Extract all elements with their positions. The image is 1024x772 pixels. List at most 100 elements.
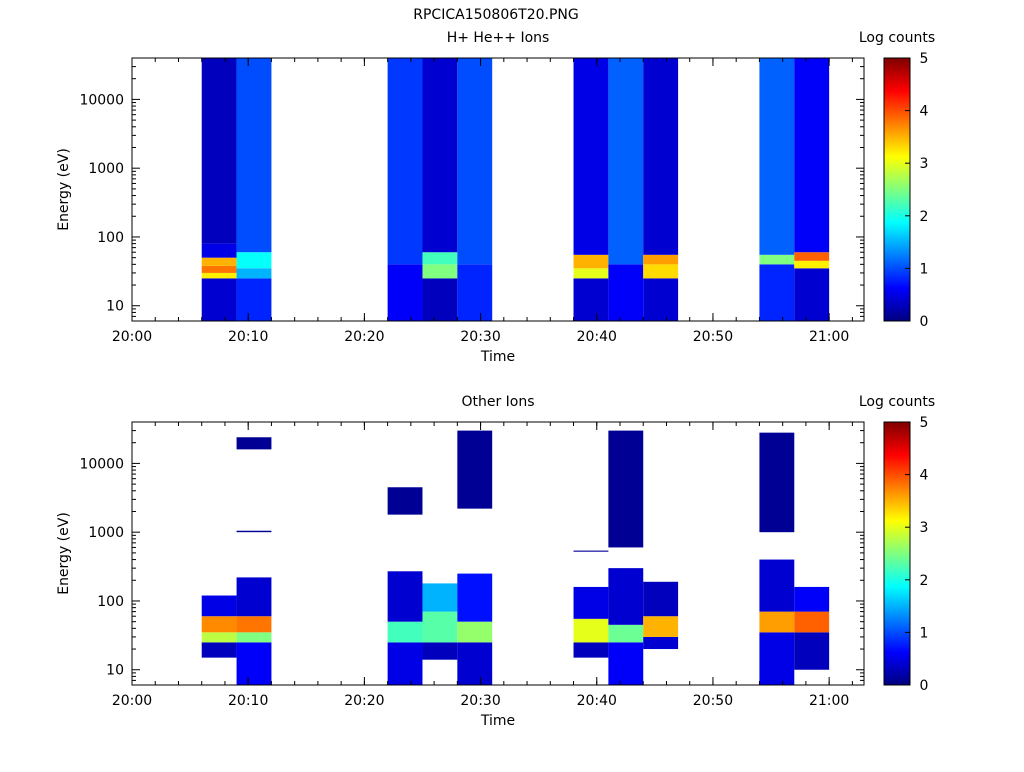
data-cell (608, 642, 644, 685)
data-cell (236, 642, 272, 685)
data-cell (573, 268, 609, 279)
panel-2: Other Ions 20:00 20:10 20:20 20:30 20:40 20:50… (56, 394, 935, 729)
data-cell (643, 254, 679, 265)
data-cell (794, 586, 830, 612)
x-tick-label: 20:40 (577, 329, 617, 345)
data-cell (387, 264, 423, 321)
data-cell (643, 58, 679, 255)
data-cell (794, 268, 830, 321)
data-cell (236, 58, 272, 253)
data-cell (236, 632, 272, 643)
data-cell (608, 624, 644, 643)
data-cell (422, 583, 458, 612)
colorbar-label: Log counts (859, 394, 935, 410)
data-column (608, 430, 644, 685)
colorbar-tick-label: 3 (920, 156, 929, 172)
panel-title: Other Ions (461, 394, 534, 410)
data-column (201, 58, 237, 321)
data-cell (759, 432, 795, 533)
colorbar: Log counts 0 1 2 3 4 5 (859, 394, 935, 694)
x-tick-label: 20:20 (344, 693, 384, 709)
data-cell (422, 58, 458, 253)
y-tick-label: 1000 (88, 161, 124, 177)
data-cell (387, 642, 423, 685)
colorbar-tick-label: 2 (920, 573, 929, 589)
data-cell (794, 58, 830, 253)
colorbar-gradient (883, 421, 911, 686)
data-column (608, 58, 644, 321)
data-cell (759, 611, 795, 633)
data-column (759, 58, 795, 321)
data-cell (794, 611, 830, 633)
data-cell (457, 430, 493, 509)
data-cell (643, 264, 679, 279)
data-column (387, 58, 423, 321)
data-column (759, 432, 795, 685)
data-cell (573, 618, 609, 643)
data-cell (794, 252, 830, 261)
x-tick-label: 20:10 (228, 693, 268, 709)
data-column (457, 430, 493, 685)
x-axis-label: Time (480, 713, 515, 729)
data-column (573, 550, 609, 658)
data-cell (794, 260, 830, 269)
y-tick-label: 10 (106, 299, 124, 315)
data-cell (236, 530, 272, 533)
data-cell (759, 559, 795, 612)
data-cell (573, 586, 609, 619)
colorbar-tick-label: 1 (920, 625, 929, 641)
data-cell (422, 642, 458, 660)
y-tick-label: 10 (106, 663, 124, 679)
data-cell (573, 254, 609, 269)
x-tick-label: 20:50 (693, 693, 733, 709)
data-column (387, 487, 423, 685)
data-cell (643, 636, 679, 650)
x-tick-label: 20:00 (112, 329, 152, 345)
colorbar: Log counts 0 1 2 3 4 5 (859, 30, 935, 330)
data-cell (643, 616, 679, 637)
x-tick-label: 21:00 (809, 693, 849, 709)
colorbar-tick-label: 4 (920, 468, 929, 484)
colorbar-tick-label: 3 (920, 520, 929, 536)
data-cell (201, 616, 237, 633)
colorbar-tick-label: 5 (920, 415, 929, 431)
data-cell (422, 252, 458, 265)
data-cell (608, 264, 644, 321)
x-tick-label: 20:40 (577, 693, 617, 709)
x-tick-label: 20:00 (112, 693, 152, 709)
data-cell (387, 58, 423, 265)
colorbar-tick-label: 2 (920, 209, 929, 225)
colorbar-tick-label: 5 (920, 51, 929, 67)
data-cell (201, 278, 237, 321)
data-cell (759, 254, 795, 265)
data-cell (201, 265, 237, 273)
data-cell (387, 571, 423, 622)
data-cell (236, 616, 272, 633)
y-tick-label: 100 (97, 594, 124, 610)
data-cell (236, 577, 272, 617)
y-tick-label: 10000 (79, 456, 124, 472)
colorbar-tick-label: 4 (920, 104, 929, 120)
data-column (794, 58, 830, 321)
x-tick-label: 20:50 (693, 329, 733, 345)
colorbar-label: Log counts (859, 30, 935, 46)
colorbar-tick-label: 0 (920, 314, 929, 330)
data-cell (422, 278, 458, 321)
data-cell (608, 58, 644, 265)
y-tick-label: 100 (97, 230, 124, 246)
data-column (201, 595, 237, 658)
panel-1: H+ He++ Ions 20:00 20:10 20:20 20:30 20:40 20:… (56, 30, 935, 365)
data-column (236, 437, 272, 685)
colorbar-gradient (883, 57, 911, 322)
data-cell (573, 278, 609, 321)
x-axis-label: Time (480, 349, 515, 365)
data-column (422, 58, 458, 321)
data-cell (236, 268, 272, 279)
data-cell (201, 595, 237, 617)
x-tick-label: 20:10 (228, 329, 268, 345)
data-cell (387, 621, 423, 643)
plot-frame (131, 57, 865, 322)
colorbar-tick-label: 1 (920, 261, 929, 277)
data-column (457, 58, 493, 321)
